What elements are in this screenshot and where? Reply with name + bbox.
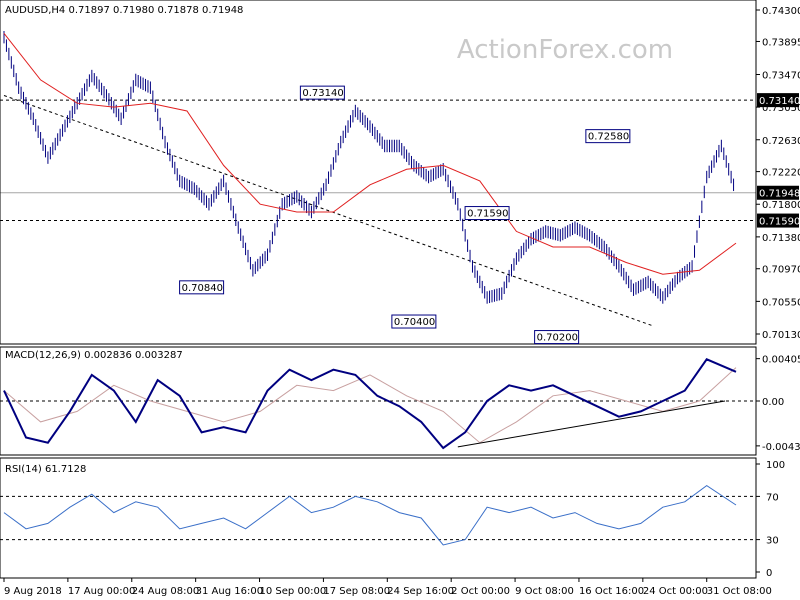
rsi-panel bbox=[0, 457, 757, 579]
level-label: 0.71948 bbox=[759, 189, 800, 200]
price-ytick-label: 0.70130 bbox=[762, 330, 800, 341]
price-ytick-label: 0.73050 bbox=[762, 103, 800, 114]
macd-ytick-label: 0.004058 bbox=[762, 355, 800, 366]
macd-title: MACD(12,26,9) 0.002836 0.003287 bbox=[5, 350, 183, 361]
price-annotation-box bbox=[391, 314, 437, 329]
macd-ytick-label: 0.00 bbox=[762, 397, 784, 408]
rsi-ytick-label: 70 bbox=[766, 492, 779, 503]
macd-ytick-label: -0.0043 bbox=[762, 442, 800, 453]
moving-average-line bbox=[3, 32, 737, 275]
price-annotation-box bbox=[534, 330, 580, 345]
price-annotation-label: 0.70200 bbox=[537, 333, 578, 344]
price-ytick-label: 0.74300 bbox=[762, 6, 800, 17]
price-annotation-box bbox=[464, 206, 510, 221]
price-annotation-box bbox=[179, 280, 225, 295]
price-panel bbox=[0, 0, 757, 345]
x-tick-label: 31 Oct 08:00 bbox=[707, 586, 772, 597]
price-ytick-label: 0.70550 bbox=[762, 297, 800, 308]
level-label: 0.71590 bbox=[759, 217, 800, 228]
x-tick-label: 16 Oct 16:00 bbox=[579, 586, 644, 597]
price-ytick-label: 0.72220 bbox=[762, 168, 800, 179]
price-annotation-box bbox=[585, 129, 631, 144]
price-annotation-label: 0.70400 bbox=[394, 317, 435, 328]
rsi-ytick-label: 30 bbox=[766, 536, 779, 547]
price-annotation-box bbox=[299, 85, 345, 100]
x-tick-label: 10 Sep 00:00 bbox=[260, 586, 327, 597]
price-annotation-label: 0.71590 bbox=[467, 209, 508, 220]
price-ytick-label: 0.70970 bbox=[762, 265, 800, 276]
price-annotation-label: 0.72580 bbox=[588, 132, 629, 143]
price-ytick-label: 0.71800 bbox=[762, 200, 800, 211]
x-tick-label: 2 Oct 00:00 bbox=[451, 586, 510, 597]
price-ytick-label: 0.72630 bbox=[762, 136, 800, 147]
x-tick-label: 9 Aug 2018 bbox=[4, 586, 62, 597]
rsi-line bbox=[3, 484, 737, 546]
price-layer: 0.74300 0.73895 0.73470 0.73050 0.72630 0.722… bbox=[0, 6, 800, 345]
price-trendline bbox=[3, 94, 652, 326]
level-label-box bbox=[757, 213, 799, 228]
rsi-ytick-label: 100 bbox=[766, 460, 785, 471]
macd-layer: 0.004058 0.00 -0.0043 bbox=[0, 355, 800, 453]
level-label-box bbox=[757, 93, 799, 108]
rsi-ytick-label: 0 bbox=[766, 568, 772, 579]
rsi-layer: 100 70 30 0 bbox=[0, 460, 785, 579]
x-tick-label: 24 Aug 08:00 bbox=[132, 586, 199, 597]
x-tick-label: 9 Oct 08:00 bbox=[515, 586, 574, 597]
price-annotation-label: 0.73140 bbox=[302, 88, 343, 99]
x-tick-label: 17 Sep 08:00 bbox=[323, 586, 390, 597]
price-ytick-label: 0.71380 bbox=[762, 233, 800, 244]
price-ytick-label: 0.73895 bbox=[762, 37, 800, 48]
watermark: ActionForex.com bbox=[457, 35, 673, 65]
rsi-title: RSI(14) 61.7128 bbox=[5, 464, 86, 475]
symbol-header: AUDUSD,H4 0.71897 0.71980 0.71878 0.7194… bbox=[5, 5, 243, 16]
x-tick-label: 17 Aug 00:00 bbox=[68, 586, 135, 597]
level-label: 0.73140 bbox=[759, 96, 800, 107]
x-tick-label: 24 Oct 00:00 bbox=[643, 586, 708, 597]
price-annotation-label: 0.70840 bbox=[182, 283, 223, 294]
macd-line bbox=[3, 358, 737, 450]
price-ytick-label: 0.73470 bbox=[762, 70, 800, 81]
macd-trendline bbox=[457, 400, 726, 448]
x-tick-label: 24 Sep 16:00 bbox=[387, 586, 454, 597]
macd-signal-line bbox=[3, 367, 737, 444]
level-label-box bbox=[757, 185, 799, 200]
x-tick-label: 31 Aug 16:00 bbox=[196, 586, 263, 597]
